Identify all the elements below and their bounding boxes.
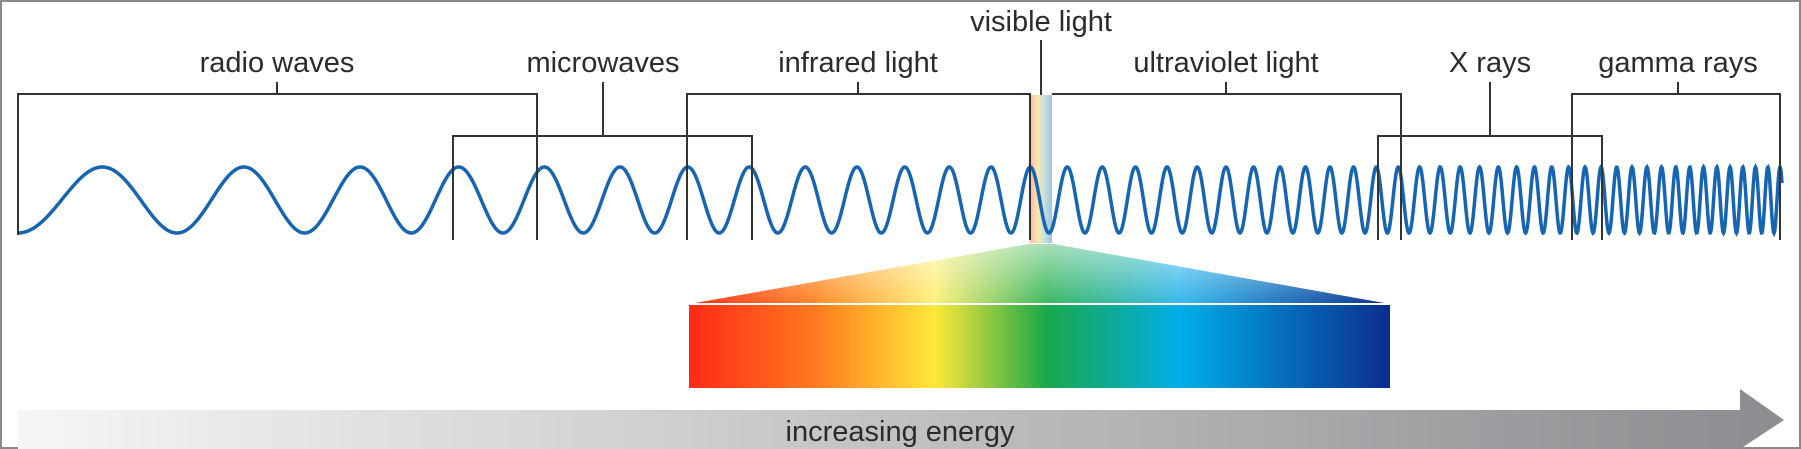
energy-arrow-label: increasing energy	[786, 416, 1015, 448]
bracket-x-rays	[1377, 82, 1603, 240]
bracket-radio-waves	[17, 82, 538, 240]
band-label-x-rays: X rays	[1449, 47, 1531, 79]
band-label-microwaves: microwaves	[526, 47, 679, 79]
spectrum-fan-highlight	[689, 244, 1390, 304]
band-brackets	[17, 40, 1781, 240]
band-label-visible-light: visible light	[970, 6, 1112, 38]
electromagnetic-wave	[18, 162, 1784, 238]
bracket-infrared-light	[686, 82, 1031, 240]
bracket-gamma-rays	[1571, 82, 1781, 240]
bracket-ultraviolet-light	[1052, 82, 1402, 240]
band-label-gamma-rays: gamma rays	[1598, 47, 1758, 79]
band-label-ultraviolet-light: ultraviolet light	[1133, 47, 1318, 79]
visible-spectrum-bar	[689, 305, 1390, 388]
visible-light-slit	[1030, 95, 1052, 243]
bracket-microwaves	[452, 82, 753, 240]
energy-arrow	[18, 389, 1784, 449]
band-label-radio-waves: radio waves	[200, 47, 355, 79]
band-label-infrared-light: infrared light	[778, 47, 938, 79]
